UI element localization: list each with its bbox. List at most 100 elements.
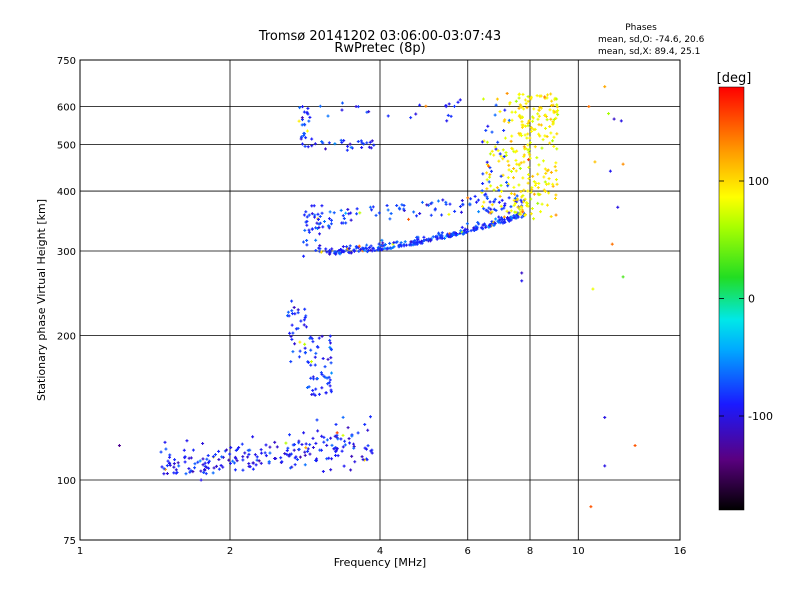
data-point <box>519 161 523 165</box>
data-point <box>189 469 193 473</box>
data-point <box>207 466 211 470</box>
phase-stats-x: mean, sd,X: 89.4, 25.1 <box>598 47 700 57</box>
data-point <box>327 375 331 379</box>
data-point <box>162 472 166 476</box>
data-point <box>333 142 337 146</box>
data-point <box>418 103 422 107</box>
data-point <box>299 319 303 323</box>
data-point <box>436 236 440 240</box>
data-point <box>366 428 370 432</box>
data-point <box>303 350 307 354</box>
data-point <box>549 131 553 135</box>
data-point <box>402 204 406 208</box>
data-point <box>490 203 494 207</box>
data-point <box>184 472 188 476</box>
data-point <box>449 114 453 118</box>
data-point <box>512 198 516 202</box>
x-tick-label: 2 <box>227 546 233 557</box>
data-point <box>556 113 560 117</box>
data-point <box>259 461 263 465</box>
data-point <box>530 187 534 191</box>
data-point <box>603 415 607 419</box>
data-point <box>333 434 337 438</box>
data-point <box>263 451 267 455</box>
data-point <box>452 104 456 108</box>
data-point <box>320 373 324 377</box>
data-point <box>490 130 494 134</box>
data-point <box>551 182 555 186</box>
data-point <box>512 203 516 207</box>
data-point <box>303 144 307 148</box>
data-point <box>556 109 560 113</box>
data-point <box>481 204 485 208</box>
data-point <box>313 363 317 367</box>
data-point <box>341 245 345 249</box>
data-point <box>502 215 506 219</box>
data-point <box>449 232 453 236</box>
data-point <box>509 139 513 143</box>
phase-stats-o: mean, sd,O: -74.6, 20.6 <box>598 35 705 45</box>
data-point <box>495 97 499 101</box>
data-point <box>522 160 526 164</box>
data-point <box>506 216 510 220</box>
data-point <box>335 446 339 450</box>
data-point <box>460 225 464 229</box>
data-point <box>481 97 485 101</box>
data-point <box>481 182 485 186</box>
data-point <box>506 176 510 180</box>
data-point <box>555 182 559 186</box>
data-point <box>349 251 353 255</box>
data-point <box>507 168 511 172</box>
data-point <box>322 435 326 439</box>
data-point <box>509 209 513 213</box>
data-point <box>335 431 339 435</box>
data-point <box>603 464 607 468</box>
data-point <box>503 118 507 122</box>
y-tick-label: 400 <box>57 187 76 198</box>
data-point <box>295 458 299 462</box>
data-point <box>369 146 373 150</box>
data-point <box>553 110 557 114</box>
data-point <box>183 455 187 459</box>
data-point <box>285 452 289 456</box>
data-point <box>365 447 369 451</box>
data-point <box>233 468 237 472</box>
data-point <box>512 214 516 218</box>
data-point <box>385 204 389 208</box>
data-point <box>302 213 306 217</box>
data-point <box>520 123 524 127</box>
data-point <box>621 162 625 166</box>
data-point <box>496 149 500 153</box>
data-point <box>325 438 329 442</box>
data-point <box>420 200 424 204</box>
data-point <box>526 124 530 128</box>
data-point <box>546 168 550 172</box>
data-point <box>343 443 347 447</box>
data-point <box>352 446 356 450</box>
data-point <box>340 108 344 112</box>
data-point <box>205 465 209 469</box>
data-point <box>391 242 395 246</box>
data-point <box>308 452 312 456</box>
data-point <box>305 215 309 219</box>
data-point <box>327 381 331 385</box>
data-point <box>283 452 287 456</box>
data-point <box>493 113 497 117</box>
data-point <box>302 110 306 114</box>
data-point <box>501 221 505 225</box>
data-point <box>538 105 542 109</box>
data-point <box>494 217 498 221</box>
data-point <box>298 106 302 110</box>
data-point <box>499 204 503 208</box>
data-point <box>206 454 210 458</box>
data-point <box>387 246 391 250</box>
data-point <box>520 205 524 209</box>
data-point <box>551 120 555 124</box>
data-point <box>454 231 458 235</box>
data-point <box>304 210 308 214</box>
data-point <box>530 207 534 211</box>
data-point <box>389 212 393 216</box>
data-point <box>248 465 252 469</box>
data-point <box>289 360 293 364</box>
data-point <box>251 467 255 471</box>
